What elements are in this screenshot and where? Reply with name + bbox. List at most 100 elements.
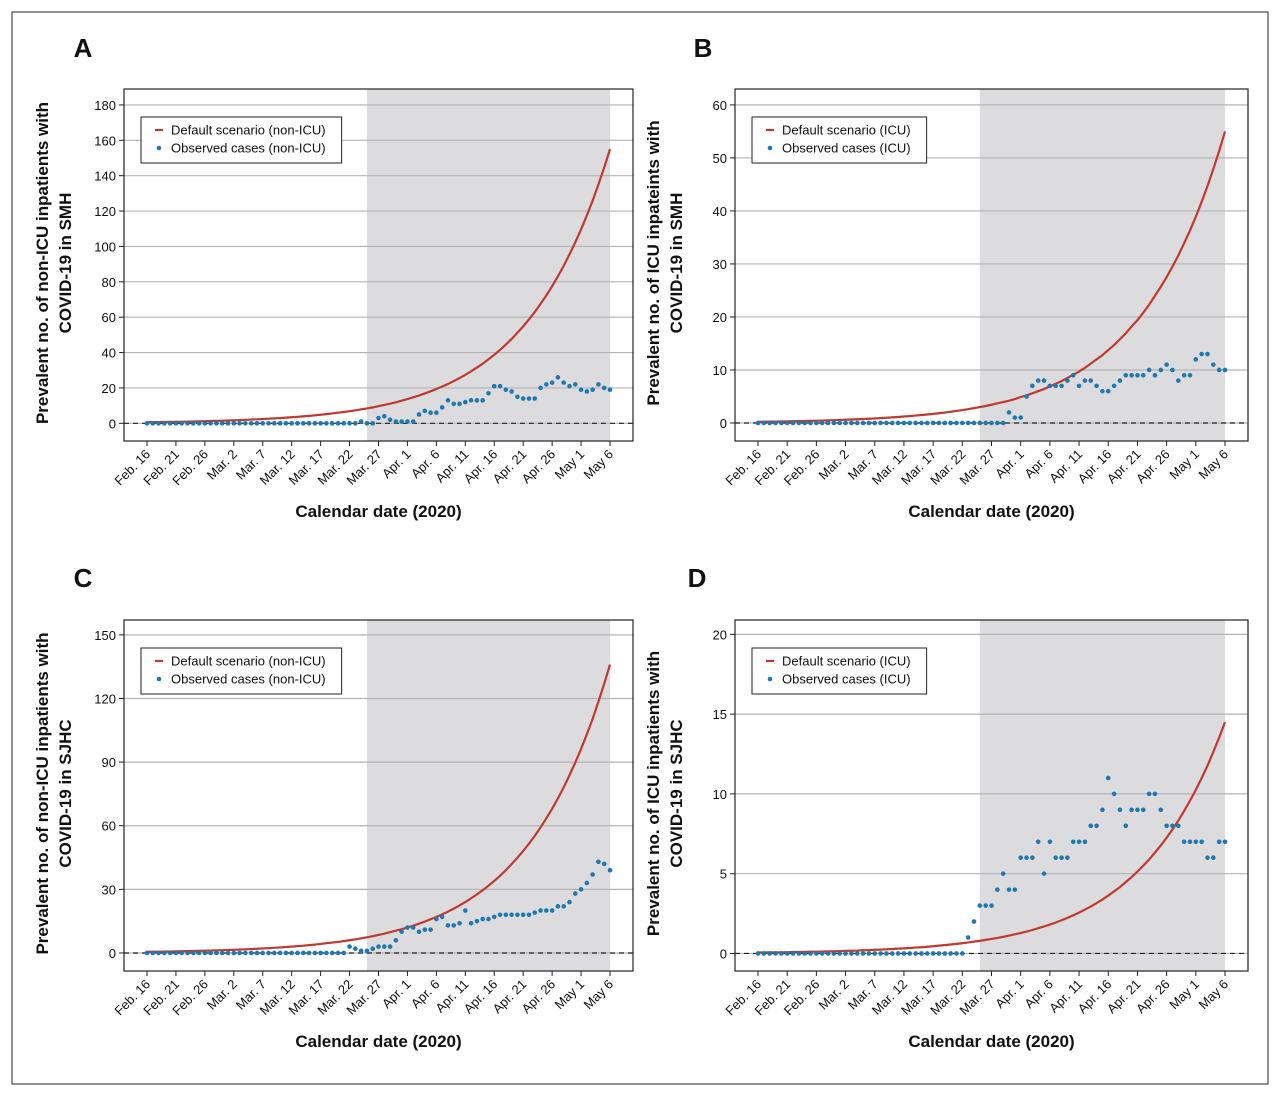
y-tick-label: 140 [94,169,116,184]
observed-point [854,951,860,956]
observed-point [1000,871,1006,876]
observed-point [596,382,601,387]
legend-swatch [156,676,162,682]
x-tick-label: Apr. 1 [992,977,1027,1012]
x-axis-label: Calendar date (2020) [295,502,461,521]
observed-point [1181,372,1187,378]
observed-point [306,421,312,426]
observed-point [196,421,202,426]
observed-point [607,867,613,873]
observed-point [144,421,150,426]
observed-point [1100,388,1105,394]
panel-letter: B [694,33,713,63]
observed-point [1176,823,1181,829]
observed-point [329,421,335,426]
observed-point [784,420,790,426]
observed-point [295,950,300,956]
observed-point [1105,775,1111,781]
observed-point [819,420,825,426]
observed-point [1140,807,1146,813]
observed-point [819,951,825,956]
observed-point [445,923,451,928]
observed-point [254,421,260,426]
y-tick-label: 60 [102,819,116,834]
y-axis-label: COVID-19 in SMH [56,193,75,334]
y-tick-label: 80 [102,275,116,290]
observed-point [1170,823,1175,829]
observed-point [167,421,173,426]
observed-point [491,383,497,389]
observed-point [907,951,913,956]
observed-point [1216,839,1222,845]
observed-point [1041,871,1047,876]
observed-point [312,421,318,426]
observed-point [1088,823,1094,829]
observed-point [434,410,439,415]
observed-point [1024,855,1029,861]
observed-point [405,925,410,930]
observed-point [607,387,613,393]
x-tick-label: May 1 [1166,447,1202,483]
observed-point [1088,378,1094,383]
observed-point [358,948,364,954]
observed-point [335,421,341,426]
observed-point [457,920,462,926]
y-tick-label: 50 [713,151,727,166]
observed-point [526,912,532,918]
observed-point [202,421,208,426]
observed-point [480,398,485,403]
y-tick-label: 60 [102,310,116,325]
observed-point [370,946,376,952]
observed-point [802,420,807,426]
observed-point [306,950,312,956]
observed-point [578,887,584,892]
observed-point [831,951,837,956]
observed-point [156,421,161,426]
observed-point [977,903,983,908]
observed-point [1187,839,1193,845]
observed-point [878,951,883,956]
observed-point [796,420,802,426]
observed-point [1018,415,1023,420]
observed-point [1211,855,1216,861]
observed-point [399,419,404,424]
y-tick-label: 160 [94,133,116,148]
observed-point [260,421,266,426]
observed-point [156,950,161,956]
observed-point [913,951,918,956]
observed-point [907,420,913,426]
observed-point [960,951,965,956]
observed-point [889,951,895,956]
observed-point [387,417,393,423]
observed-point [913,420,918,426]
observed-point [237,421,242,426]
observed-point [884,951,889,956]
observed-point [468,398,474,403]
x-tick-label: May 1 [1166,977,1202,1013]
observed-point [179,421,185,426]
observed-point [283,950,289,956]
observed-point [503,912,509,918]
observed-point [376,415,381,421]
observed-point [167,950,173,956]
legend-swatch [767,145,773,151]
x-tick-label: Apr. 26 [1133,977,1173,1017]
observed-point [341,950,347,956]
observed-point [1006,410,1012,415]
observed-point [538,908,543,913]
observed-point [486,916,491,922]
observed-point [825,420,831,426]
observed-point [231,950,237,956]
y-tick-label: 60 [713,98,727,113]
observed-point [364,421,370,426]
observed-point [971,919,977,924]
legend-label: Default scenario (ICU) [782,123,911,138]
plot-frame [123,88,634,442]
observed-point [277,421,283,426]
y-tick-label: 5 [720,867,727,882]
observed-point [572,891,578,896]
observed-point [1193,839,1199,845]
observed-point [509,912,514,918]
